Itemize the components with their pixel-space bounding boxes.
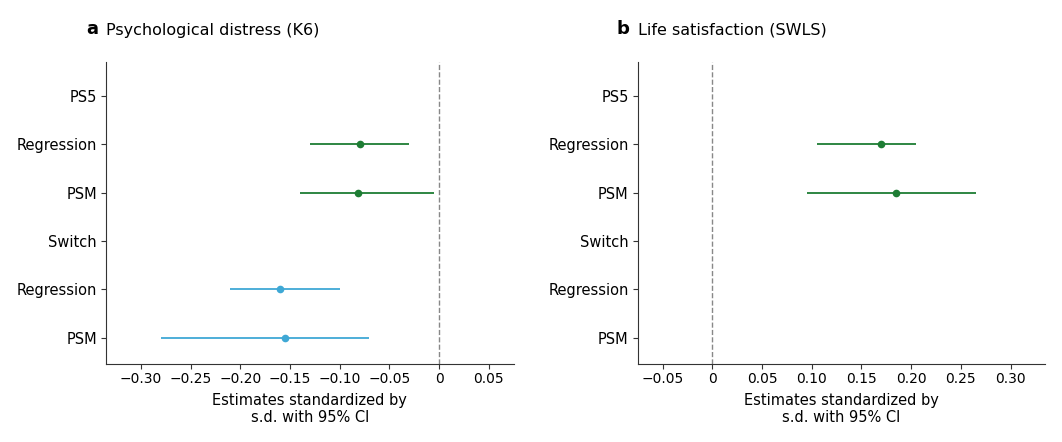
Text: Life satisfaction (SWLS): Life satisfaction (SWLS) [638, 23, 826, 38]
Text: Psychological distress (K6): Psychological distress (K6) [106, 23, 320, 38]
Text: b: b [617, 20, 630, 38]
Text: a: a [86, 20, 98, 38]
X-axis label: Estimates standardized by
s.d. with 95% CI: Estimates standardized by s.d. with 95% … [744, 393, 939, 425]
X-axis label: Estimates standardized by
s.d. with 95% CI: Estimates standardized by s.d. with 95% … [212, 393, 408, 425]
